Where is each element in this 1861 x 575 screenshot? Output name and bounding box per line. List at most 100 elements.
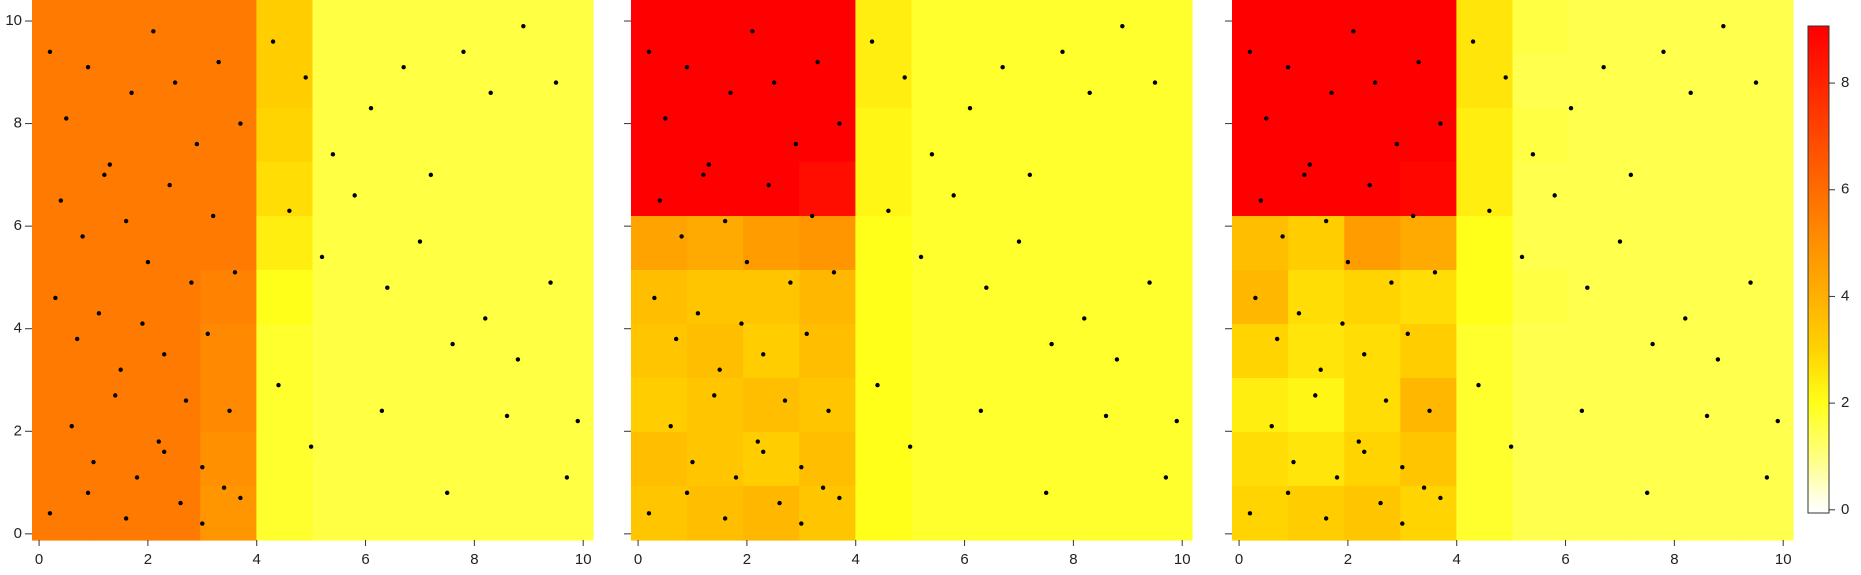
heat-cell [687, 54, 744, 109]
sample-point [1470, 39, 1476, 44]
colorbar-step [1808, 306, 1829, 311]
colorbar-step [1808, 354, 1829, 360]
heat-cell [312, 162, 370, 217]
sample-point [1579, 408, 1585, 413]
sample-point [1318, 367, 1323, 372]
heat-cell [687, 324, 744, 379]
sample-point [216, 59, 221, 65]
heat-cell [480, 486, 538, 541]
heat-cell [1288, 54, 1345, 109]
colorbar-step [1808, 334, 1829, 339]
heat-cell [200, 432, 257, 487]
sample-point [755, 439, 760, 444]
colorbar-step [1808, 435, 1829, 441]
colorbar-step [1808, 38, 1829, 43]
colorbar-step [1808, 241, 1829, 246]
heat-cell [855, 486, 913, 541]
sample-point [1060, 49, 1065, 54]
colorbar-step [1808, 245, 1829, 250]
sample-point [276, 382, 281, 388]
sample-point [826, 408, 831, 413]
colorbar-step [1808, 257, 1829, 262]
heat-cell [1232, 0, 1289, 55]
heat-cell [88, 0, 145, 55]
heatmap-panel [1232, 0, 1794, 541]
heat-cell [368, 324, 426, 379]
sample-point [673, 336, 679, 342]
colorbar-step [1808, 135, 1829, 141]
heat-cell [144, 0, 201, 55]
heat-cell [32, 486, 89, 541]
heat-cell [536, 0, 594, 55]
colorbar-step [1808, 448, 1829, 453]
x-tick-label: 6 [1561, 551, 1569, 568]
heat-cell [88, 324, 145, 379]
heat-cell [967, 432, 1025, 487]
heat-cell [1079, 378, 1137, 433]
sample-point [189, 280, 194, 285]
heat-cell [256, 108, 314, 163]
heat-cell [855, 0, 913, 55]
colorbar-step [1808, 375, 1829, 380]
y-tick-label: 0 [14, 525, 22, 542]
sample-point [1704, 413, 1710, 419]
heat-cell [855, 378, 913, 433]
heat-cell [911, 0, 969, 55]
heat-cell [1023, 324, 1081, 379]
heat-cell [1568, 54, 1626, 109]
sample-point [575, 418, 580, 424]
colorbar-step [1808, 456, 1829, 461]
heat-cell [480, 270, 538, 325]
colorbar-step [1808, 131, 1829, 137]
heat-cell [200, 378, 257, 433]
heat-cell [743, 0, 800, 55]
sample-point [1601, 64, 1606, 70]
heat-cell [256, 54, 314, 109]
heat-cell [144, 162, 201, 217]
colorbar-step [1808, 62, 1829, 68]
heat-cell [1344, 108, 1401, 163]
heat-cell [424, 54, 482, 109]
heat-cell [1232, 108, 1289, 163]
heat-cell [1135, 162, 1193, 217]
colorbar-step [1808, 362, 1829, 368]
colorbar-step [1808, 139, 1829, 145]
heat-cell [1624, 270, 1682, 325]
sample-point [118, 367, 123, 372]
heat-cell [1079, 432, 1137, 487]
sample-point [123, 516, 129, 521]
heat-cell [1680, 324, 1738, 379]
heat-cell [1344, 432, 1401, 487]
colorbar-step [1808, 289, 1829, 295]
sample-point [706, 162, 712, 167]
heat-cell [799, 108, 856, 163]
heat-cell [1344, 0, 1401, 55]
colorbar-step [1808, 196, 1829, 202]
heat-cell [1400, 216, 1457, 271]
heat-cell [312, 54, 370, 109]
heatmap-panel [631, 0, 1193, 541]
heat-cell [424, 162, 482, 217]
sample-point [1748, 280, 1753, 285]
heat-cell [631, 162, 688, 217]
colorbar-step [1808, 34, 1829, 39]
colorbar-step [1808, 123, 1829, 128]
colorbar-step [1808, 330, 1829, 335]
heat-cell [32, 162, 89, 217]
sample-point [1296, 311, 1302, 316]
heat-cell [1344, 216, 1401, 271]
sample-point [1661, 49, 1666, 54]
heat-cell [88, 54, 145, 109]
heat-cell [1232, 324, 1289, 379]
colorbar-step [1808, 216, 1829, 222]
sample-point [270, 39, 276, 44]
colorbar-step [1808, 314, 1829, 319]
sample-point [461, 49, 466, 54]
colorbar-step [1808, 204, 1829, 210]
colorbar-step [1808, 184, 1829, 189]
sample-point [1323, 516, 1329, 521]
colorbar-step [1808, 54, 1829, 59]
heat-cell [911, 486, 969, 541]
sample-point [1394, 141, 1400, 147]
